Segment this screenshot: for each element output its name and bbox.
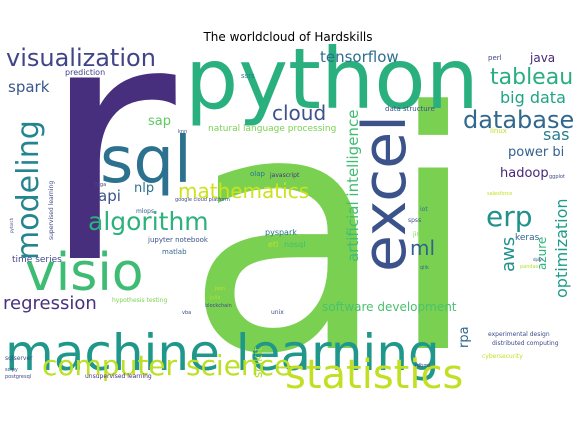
cloud-word-api: api xyxy=(98,187,121,205)
cloud-word-visio: visio xyxy=(25,243,144,303)
cloud-word-matlab: matlab xyxy=(162,248,187,256)
cloud-word-distributed-computing: distributed computing xyxy=(492,340,559,347)
cloud-word-rdbms: rdbms xyxy=(415,363,431,369)
cloud-word-big-data: big data xyxy=(500,88,566,107)
cloud-word-qlik: qlik xyxy=(420,265,429,271)
cloud-word-modeling: modeling xyxy=(11,120,46,260)
cloud-word-scipy: scipy xyxy=(5,367,18,373)
cloud-word-power-bi: power bi xyxy=(508,145,564,160)
cloud-word-javascript: javascript xyxy=(269,172,300,179)
cloud-word-java: java xyxy=(529,51,555,65)
cloud-word-google-cloud-platform: google cloud platform xyxy=(175,197,230,203)
cloud-word-salesforce: salesforce xyxy=(487,191,512,197)
cloud-word-tableau: tableau xyxy=(490,65,573,90)
cloud-word-time-series: time series xyxy=(12,255,62,265)
cloud-word-sap: sap xyxy=(148,114,171,129)
cloud-word-fpga: fpga xyxy=(95,182,106,188)
cloud-word-keras: keras xyxy=(515,233,540,243)
cloud-word-tensorflow: tensorflow xyxy=(320,48,399,66)
cloud-word-jira: jira xyxy=(412,231,423,238)
cloud-word-excel: excel xyxy=(350,115,420,272)
cloud-word-algorithm: algorithm xyxy=(88,207,209,236)
cloud-word-pyspark: pyspark xyxy=(265,228,297,237)
cloud-word-rpa: rpa xyxy=(457,326,472,348)
cloud-word-dplyr: dplyr xyxy=(533,257,544,262)
figure-title: The worldcloud of Hardskills xyxy=(203,30,373,44)
cloud-word-vba: vba xyxy=(182,310,191,316)
cloud-word-postgresql: postgresql xyxy=(5,374,31,380)
cloud-word-scikit: scikit xyxy=(251,347,265,378)
cloud-word-python: python xyxy=(185,30,479,128)
cloud-word-hadoop: hadoop xyxy=(500,166,549,181)
cloud-word-computer-science: computer science xyxy=(42,349,291,382)
cloud-word-r: r xyxy=(40,0,179,336)
cloud-word-blockchain: blockchain xyxy=(205,303,232,309)
cloud-word-ssrs: ssrs xyxy=(241,72,255,80)
cloud-word-sql: sql xyxy=(100,124,192,198)
cloud-word-spark: spark xyxy=(8,78,50,96)
cloud-word-prediction: prediction xyxy=(65,68,105,77)
cloud-word-mlops: mlops xyxy=(136,208,154,215)
cloud-word-aws: aws xyxy=(498,237,519,272)
cloud-word-statistics: statistics xyxy=(285,352,463,398)
cloud-word-iot: iot xyxy=(420,206,428,213)
cloud-word-natural-language-processing: natural language processing xyxy=(208,124,336,134)
cloud-word-software-development: software development xyxy=(322,300,457,314)
cloud-word-regression: regression xyxy=(3,293,97,314)
cloud-word-data-structure: data structure xyxy=(385,105,435,113)
cloud-word-nlp: nlp xyxy=(134,181,154,196)
cloud-word-pytorch: pytorch xyxy=(9,217,14,233)
cloud-word-jupyter-notebook: jupyter notebook xyxy=(147,236,209,244)
cloud-word-nosql: nosql xyxy=(284,240,305,249)
cloud-word-visualization: visualization xyxy=(6,44,156,72)
cloud-word-pandas: pandas xyxy=(520,264,539,270)
cloud-word-mathematics: mathematics xyxy=(178,179,309,203)
cloud-word-sas: sas xyxy=(543,125,569,144)
cloud-word-cloud: cloud xyxy=(272,101,326,125)
cloud-word-unsupervised-learning: unsupervised learning xyxy=(85,373,152,380)
cloud-word-linux: linux xyxy=(490,127,507,135)
cloud-word-cybersecurity: cybersecurity xyxy=(482,353,523,360)
cloud-word-knn: knn xyxy=(178,129,187,135)
cloud-word-etl: etl xyxy=(268,240,278,249)
cloud-word-optimization: optimization xyxy=(552,198,571,298)
cloud-word-julia: julia xyxy=(209,295,220,301)
cloud-word-json: json xyxy=(214,286,225,292)
cloud-word-ml: ml xyxy=(410,236,435,260)
cloud-word-olap: olap xyxy=(250,170,266,178)
cloud-word-erp: erp xyxy=(486,200,533,233)
cloud-word-azure: azure xyxy=(535,237,549,270)
cloud-word-database: database xyxy=(463,106,574,134)
cloud-word-machine-learning: machine learning xyxy=(5,324,440,382)
cloud-word-unix: unix xyxy=(271,309,284,316)
cloud-word-hypothesis-testing: hypothesis testing xyxy=(112,297,167,304)
cloud-word-ggplot: ggplot xyxy=(549,174,565,180)
cloud-word-sqlserver: sqlserver xyxy=(5,355,33,362)
cloud-word-ai: ai xyxy=(185,42,479,426)
cloud-word-spss: spss xyxy=(408,217,421,224)
cloud-word-supervised-learning: supervised learning xyxy=(48,181,55,240)
cloud-word-experimental-design: experimental design xyxy=(488,331,550,338)
cloud-word-perl: perl xyxy=(488,54,502,62)
cloud-word-artificial-intelligence: artificial intelligence xyxy=(344,110,362,262)
